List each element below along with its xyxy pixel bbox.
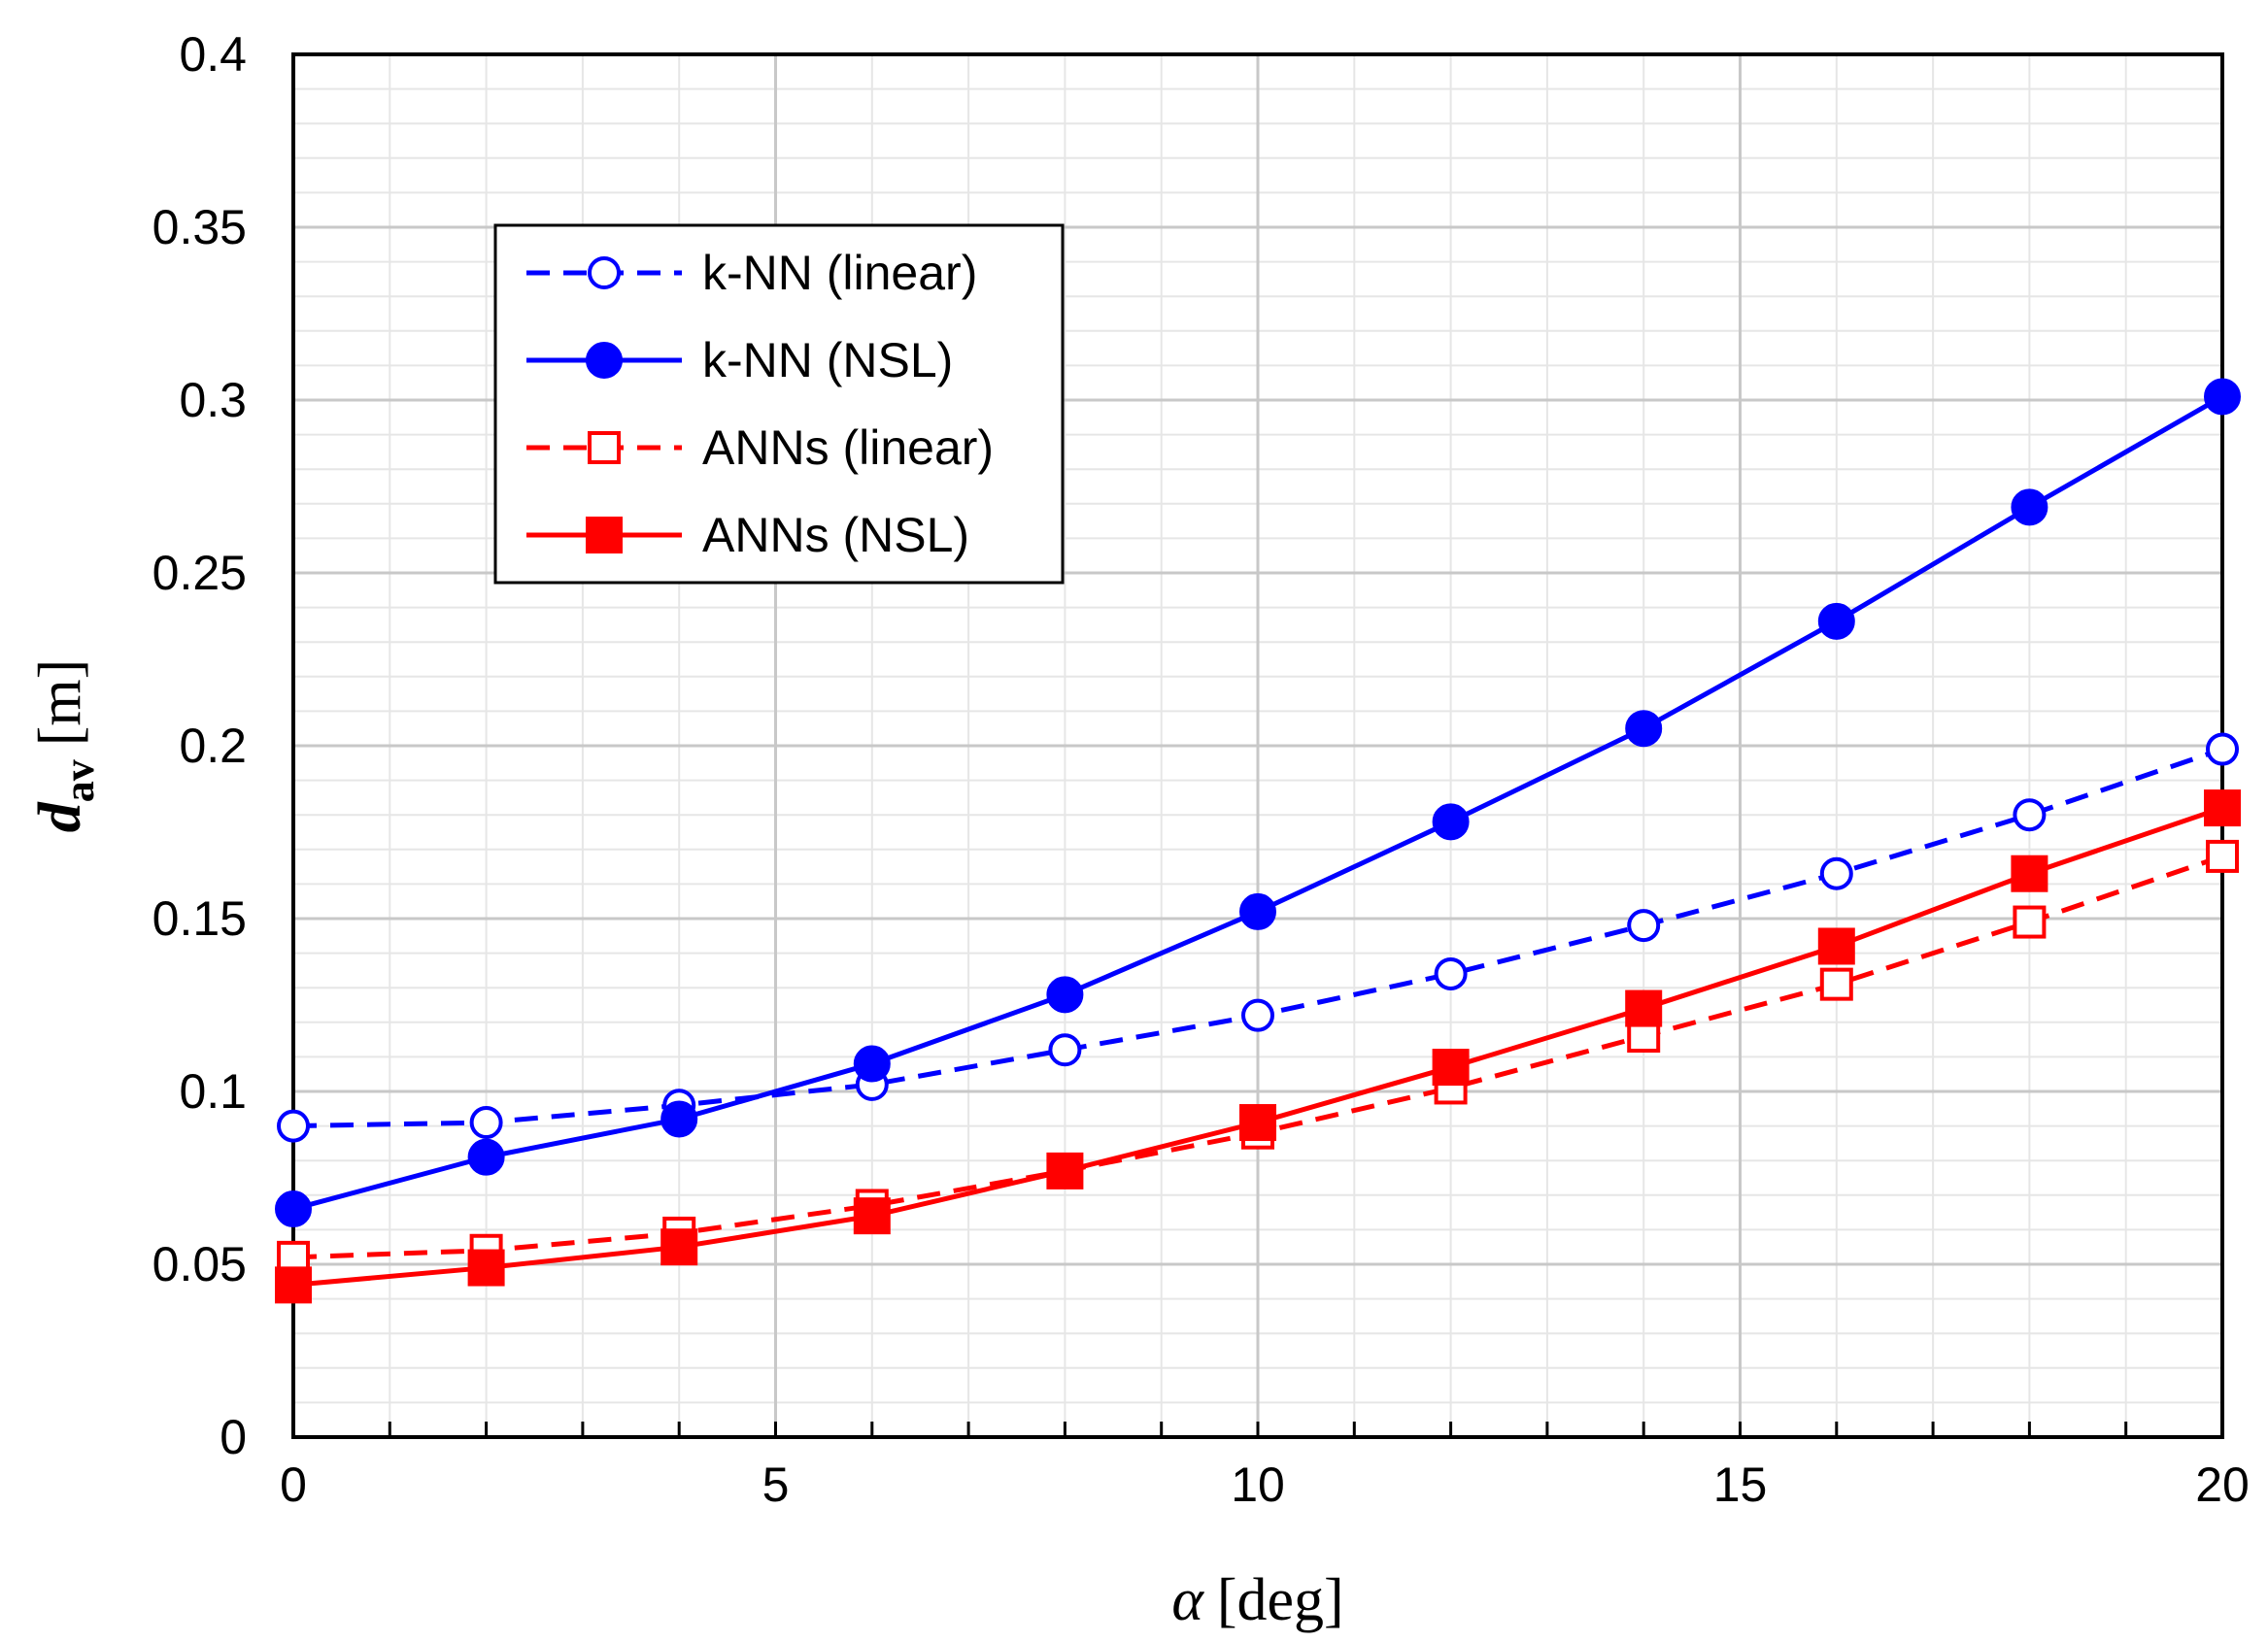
x-tick-label: 15 (1713, 1458, 1768, 1512)
y-axis-title: dav [m] (27, 659, 103, 833)
data-point (1625, 989, 1663, 1027)
data-point (1819, 856, 1853, 890)
data-point (1817, 602, 1855, 640)
data-point (1048, 1033, 1082, 1067)
data-point (467, 1138, 505, 1176)
y-tick-label: 0.1 (179, 1064, 247, 1119)
data-point (277, 1109, 310, 1143)
data-point (1432, 1049, 1470, 1087)
data-point (1239, 892, 1276, 930)
data-point (2011, 855, 2048, 892)
data-point (275, 1190, 312, 1228)
data-point (1817, 927, 1855, 965)
series-1 (275, 378, 2241, 1228)
legend-label: ANNs (NSL) (702, 508, 969, 562)
data-point (275, 1266, 312, 1304)
x-axis-symbol: α (1171, 1567, 1204, 1633)
legend-label: k-NN (NSL) (702, 333, 953, 387)
data-point (2204, 378, 2241, 416)
legend-label: ANNs (linear) (702, 420, 994, 475)
data-point (660, 1228, 698, 1266)
data-point (467, 1249, 505, 1287)
data-point (469, 1106, 503, 1140)
data-point (1434, 956, 1468, 990)
data-point (1046, 1152, 1084, 1190)
data-point (1239, 1104, 1276, 1142)
legend-marker (588, 256, 621, 289)
data-point (2013, 798, 2047, 832)
data-point (1432, 803, 1470, 841)
y-axis-subscript: av (55, 759, 103, 802)
x-axis-title: α [deg] (1171, 1567, 1343, 1633)
data-point (2206, 839, 2239, 873)
data-point (1627, 909, 1661, 943)
legend-label: k-NN (linear) (702, 246, 977, 300)
data-point (1046, 976, 1084, 1014)
data-point (2013, 905, 2047, 939)
x-tick-label: 5 (762, 1458, 790, 1512)
x-tick-label: 20 (2195, 1458, 2250, 1512)
legend-marker (586, 517, 623, 553)
legend-marker (588, 431, 621, 464)
data-point (1625, 710, 1663, 748)
y-tick-label: 0.05 (152, 1237, 247, 1291)
legend-item: ANNs (NSL) (526, 508, 969, 562)
data-point (2011, 488, 2048, 526)
data-point (1241, 998, 1274, 1032)
series-3 (275, 789, 2241, 1304)
legend-item: k-NN (NSL) (526, 333, 953, 387)
x-axis-unit: [deg] (1217, 1567, 1344, 1633)
y-axis-symbol: d (27, 801, 93, 832)
data-point (853, 1045, 891, 1083)
legend-marker (586, 342, 623, 379)
y-axis-unit: [m] (27, 659, 93, 747)
y-tick-label: 0.25 (152, 546, 247, 600)
y-tick-label: 0 (220, 1410, 247, 1464)
series-layer (275, 378, 2241, 1304)
data-point (1819, 967, 1853, 1001)
y-axis-tick-labels: 0 0.05 0.1 0.15 0.2 0.25 0.3 0.35 0.4 (152, 27, 247, 1464)
series-0 (277, 732, 2239, 1143)
y-tick-label: 0.2 (179, 719, 247, 773)
y-tick-label: 0.3 (179, 373, 247, 427)
y-tick-label: 0.35 (152, 200, 247, 254)
y-tick-label: 0.4 (179, 27, 247, 82)
data-point (853, 1197, 891, 1235)
data-point (2206, 732, 2239, 766)
x-axis-tick-labels: 0 5 10 15 20 (280, 1458, 2250, 1512)
legend-item: k-NN (linear) (526, 246, 977, 300)
legend-item: ANNs (linear) (526, 420, 994, 475)
x-tick-label: 0 (280, 1458, 307, 1512)
legend: k-NN (linear) k-NN (NSL) ANNs (linear) ANNs… (493, 223, 1065, 585)
data-point (660, 1100, 698, 1138)
y-tick-label: 0.15 (152, 891, 247, 946)
x-tick-label: 10 (1231, 1458, 1285, 1512)
x-axis-ticks (388, 1422, 2128, 1437)
data-point (2204, 789, 2241, 827)
